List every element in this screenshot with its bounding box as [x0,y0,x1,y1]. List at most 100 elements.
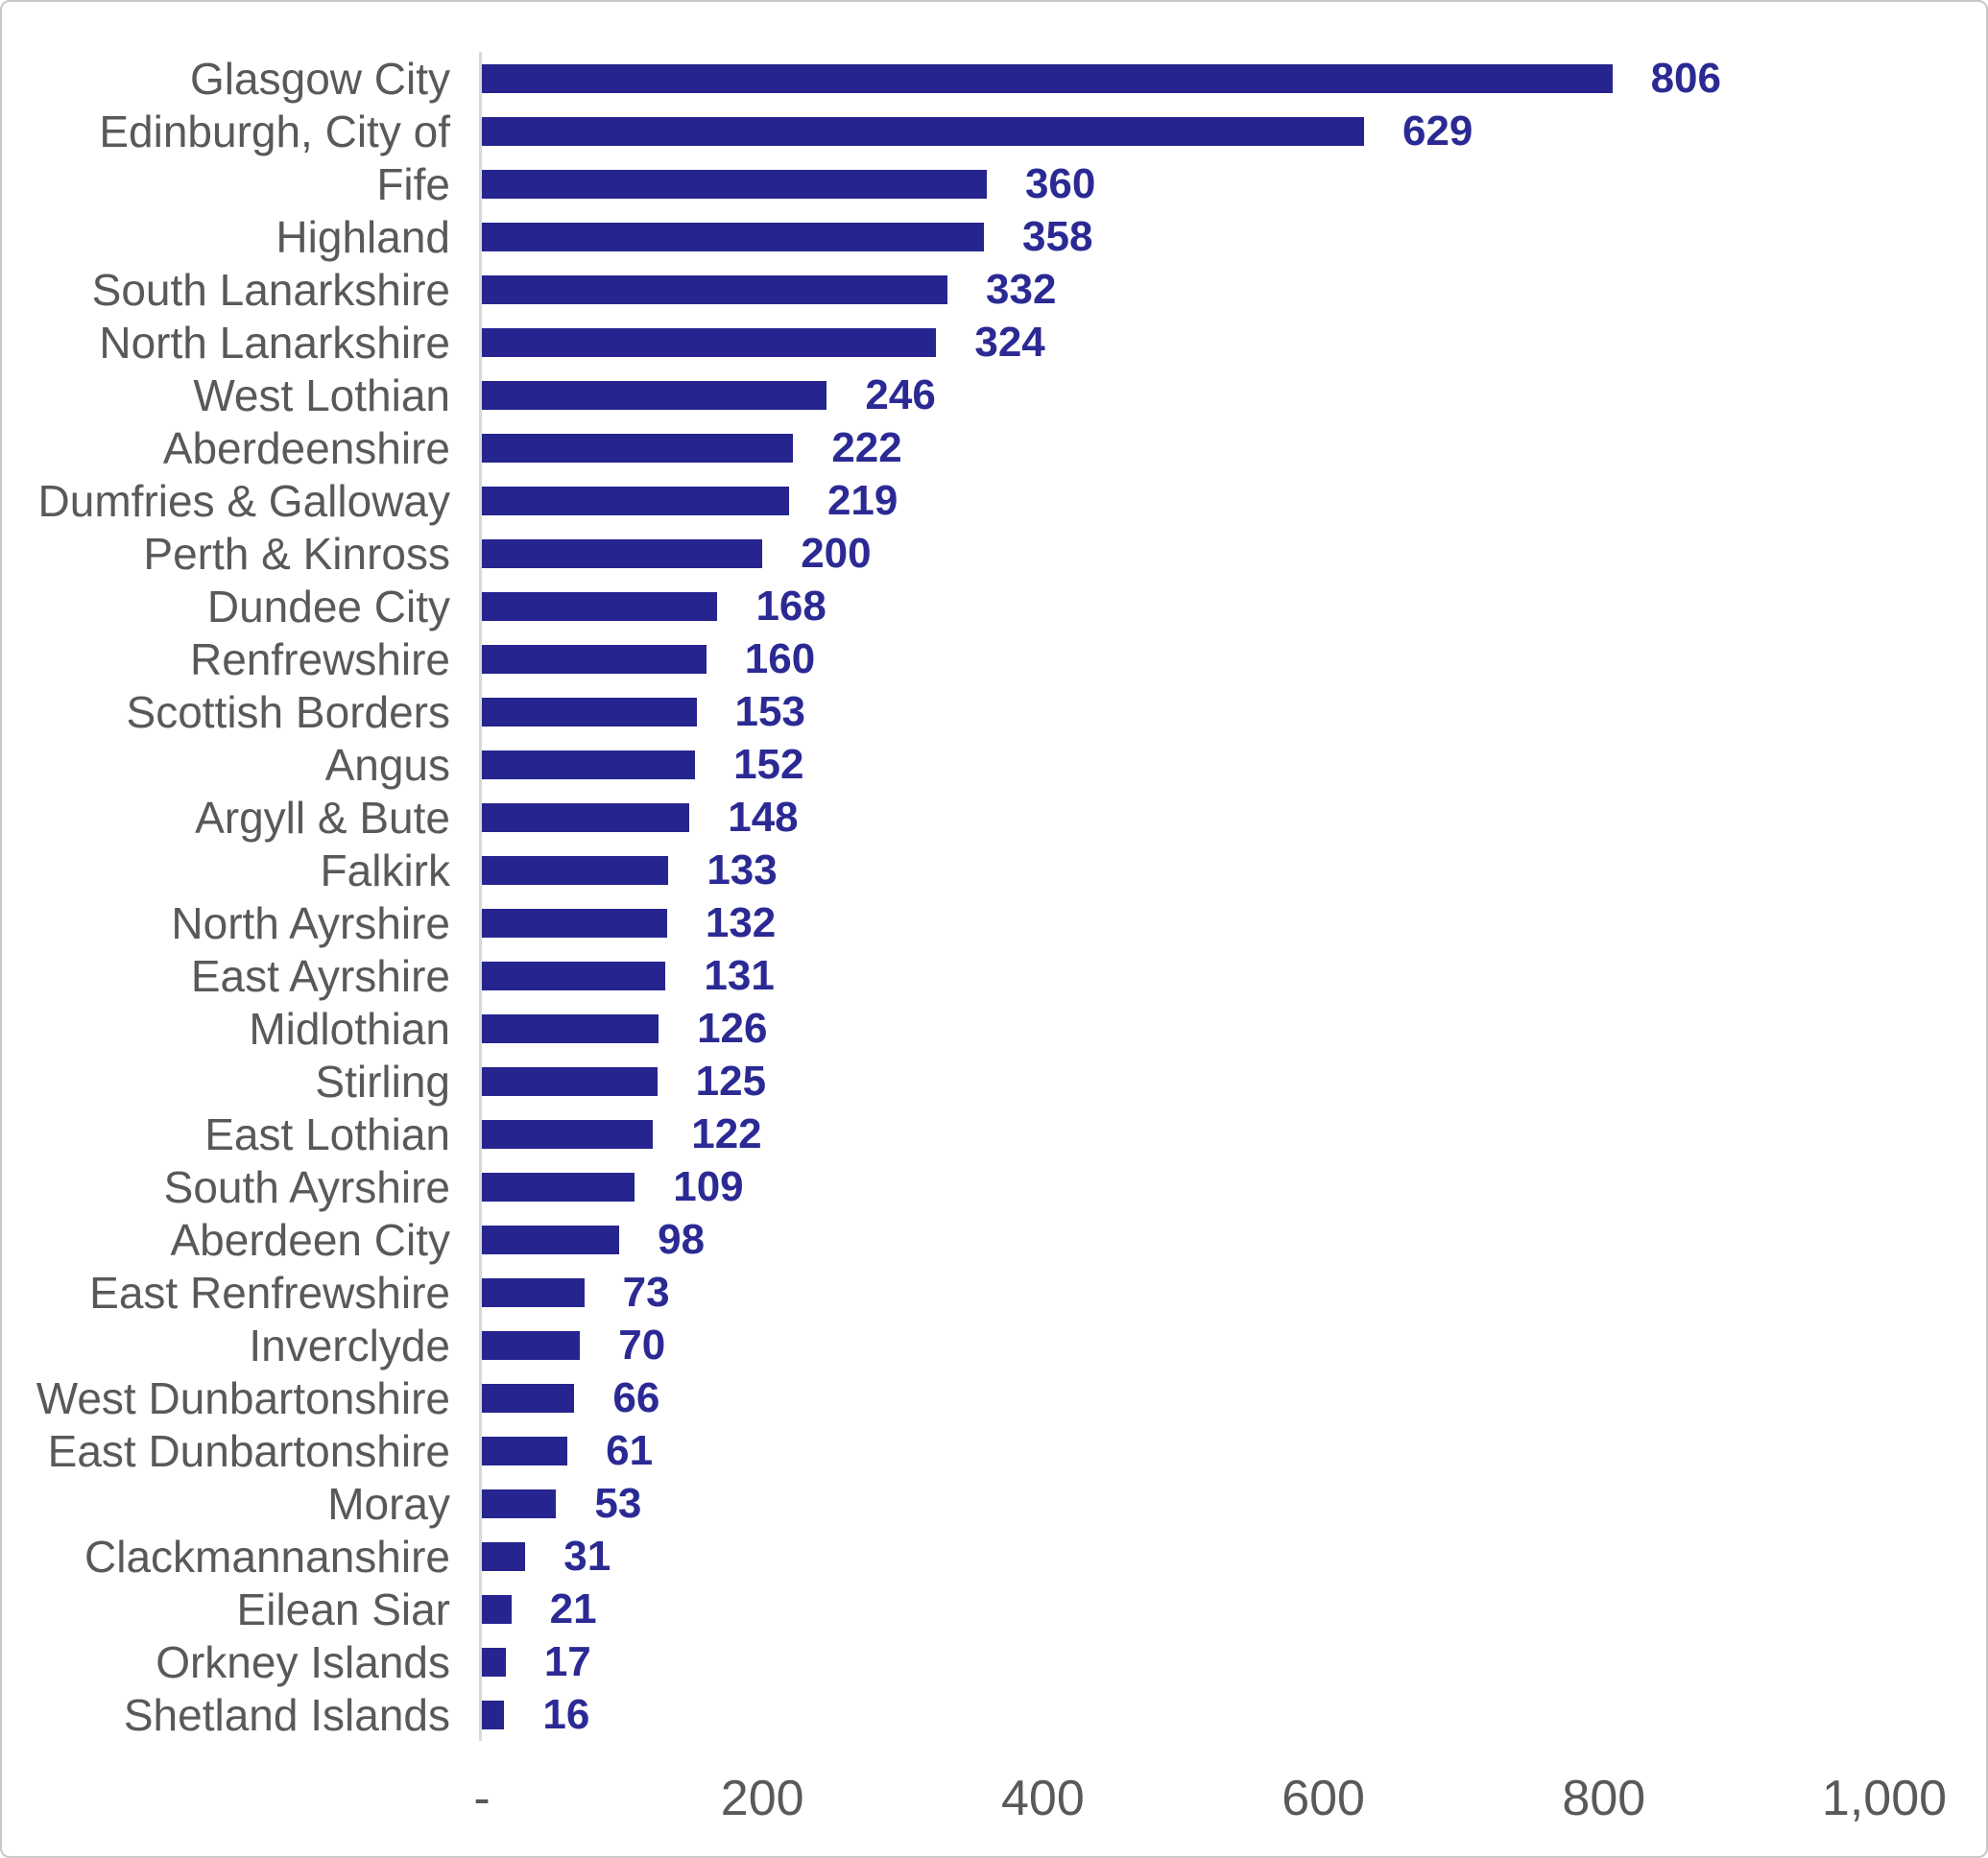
bar [482,169,987,199]
category-label: Edinburgh, City of [99,106,450,156]
category-label: South Ayrshire [163,1161,450,1212]
bar [482,1541,526,1571]
bar-area: 70 [479,1319,1986,1371]
value-label: 61 [606,1426,654,1474]
category-label: West Lothian [193,369,450,420]
bar-area: 126 [479,1002,1986,1055]
bar-area: 53 [479,1477,1986,1530]
value-label: 16 [542,1690,590,1738]
value-label: 109 [673,1162,744,1210]
category-label: Aberdeenshire [162,422,450,473]
bar [482,222,985,251]
x-axis-tick-label: 800 [1562,1771,1646,1826]
bar-area: 122 [479,1108,1986,1160]
bar-row: North Ayrshire 132 [2,896,1986,949]
category-label: Argyll & Bute [195,792,450,843]
value-label: 153 [734,687,805,735]
bar-area: 332 [479,263,1986,316]
category-label: Moray [327,1478,450,1529]
category-label: Stirling [315,1056,450,1107]
bar [482,116,1364,146]
bar [482,1013,659,1043]
bar-area: 324 [479,316,1986,369]
bar [482,1700,505,1729]
bar-area: 629 [479,105,1986,157]
value-label: 222 [831,423,902,471]
value-label: 324 [974,318,1045,366]
bar [482,908,667,938]
value-label: 358 [1022,212,1093,260]
category-label: Dumfries & Galloway [37,475,450,526]
bar-area: 17 [479,1635,1986,1688]
x-axis: - 200 400 600 800 1,000 [473,1741,1947,1856]
bar-row: East Ayrshire 131 [2,949,1986,1002]
bar-row: Renfrewshire 160 [2,632,1986,685]
bar-area: 152 [479,738,1986,791]
category-label: Eilean Siar [236,1584,450,1634]
bar [482,750,696,779]
bar-area: 806 [479,52,1986,105]
bar-area: 160 [479,632,1986,685]
value-label: 219 [826,476,898,524]
bar [482,591,718,621]
bar [482,1436,568,1465]
bar-row: Shetland Islands 16 [2,1688,1986,1741]
bar-row: Glasgow City 806 [2,52,1986,105]
category-label: Dundee City [206,581,450,631]
bar [482,1330,581,1360]
bar-row: Dumfries & Galloway 219 [2,474,1986,527]
bar-row: Scottish Borders 153 [2,685,1986,738]
category-label: Shetland Islands [123,1689,450,1740]
bar-area: 148 [479,791,1986,844]
value-label: 53 [594,1479,642,1527]
bar-row: Dundee City 168 [2,580,1986,632]
bar [482,1172,635,1202]
bar-area: 98 [479,1213,1986,1266]
value-label: 629 [1401,107,1473,155]
bar-row: Perth & Kinross 200 [2,527,1986,580]
x-axis-tick-label: 1,000 [1821,1771,1948,1826]
bar-row: Argyll & Bute 148 [2,791,1986,844]
bar-row: Stirling 125 [2,1055,1986,1108]
bar-area: 133 [479,844,1986,896]
bar-row: Orkney Islands 17 [2,1635,1986,1688]
category-label: Falkirk [320,845,450,895]
bar-area: 358 [479,210,1986,263]
x-axis-tick-label: 200 [720,1771,804,1826]
category-label: Midlothian [249,1003,450,1054]
bar-row: East Renfrewshire 73 [2,1266,1986,1319]
bar [482,1225,620,1254]
category-label: West Dunbartonshire [36,1372,450,1423]
bar-area: 132 [479,896,1986,949]
bar [482,855,669,885]
bar-area: 61 [479,1424,1986,1477]
bar-row: Inverclyde 70 [2,1319,1986,1371]
bar-row: Moray 53 [2,1477,1986,1530]
bar-rows: Glasgow City 806 Edinburgh, City of 629 Fife… [2,52,1986,1741]
bar-row: Aberdeen City 98 [2,1213,1986,1266]
x-axis-tick-label: 600 [1281,1771,1365,1826]
bar-row: East Dunbartonshire 61 [2,1424,1986,1477]
value-label: 21 [549,1584,597,1632]
bar-row: Clackmannanshire 31 [2,1530,1986,1583]
bar [482,1489,557,1518]
bar-row: South Ayrshire 109 [2,1160,1986,1213]
value-label: 246 [865,370,936,418]
value-label: 332 [986,265,1057,313]
category-label: South Lanarkshire [91,264,450,315]
bar-area: 246 [479,369,1986,421]
category-label: Perth & Kinross [143,528,450,579]
value-label: 66 [612,1373,660,1421]
bar [482,644,707,674]
bar [482,63,1613,93]
value-label: 152 [733,740,804,788]
x-axis-tick-label: 400 [1001,1771,1085,1826]
bar [482,802,690,832]
bar-area: 131 [479,949,1986,1002]
value-label: 133 [707,846,778,893]
bar-row: North Lanarkshire 324 [2,316,1986,369]
bar-row: Edinburgh, City of 629 [2,105,1986,157]
value-label: 125 [695,1057,767,1105]
bar-row: Eilean Siar 21 [2,1583,1986,1635]
